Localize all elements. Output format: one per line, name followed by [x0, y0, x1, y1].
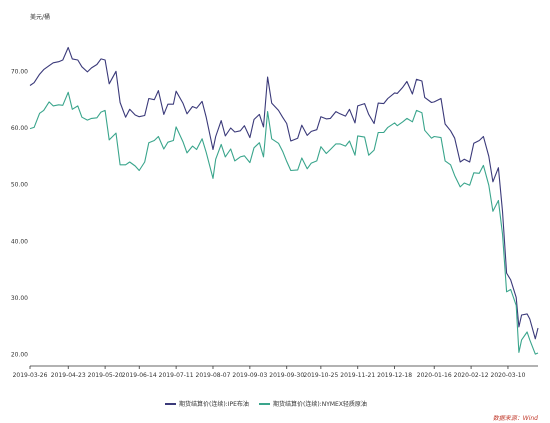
y-tick-label: 70.00: [11, 68, 28, 75]
y-tick-label: 50.00: [11, 182, 28, 189]
legend: 期货结算价(连续):IPE布油 期货结算价(连续):NYMEX轻质原油: [165, 400, 367, 408]
x-tick-label: 2020-01-16: [417, 372, 452, 379]
x-tick-label: 2020-02-12: [454, 372, 489, 379]
x-tick-label: 2019-12-18: [377, 372, 412, 379]
series-line-ipe-brent: [29, 46, 539, 340]
x-tick-label: 2020-03-10: [491, 372, 526, 379]
x-tick-label: 2019-05-20: [88, 372, 123, 379]
y-axis-unit-label: 美元/桶: [30, 13, 50, 21]
y-tick-label: 40.00: [11, 238, 28, 245]
x-tick-label: 2019-08-07: [196, 372, 231, 379]
x-tick-label: 2019-11-21: [340, 372, 375, 379]
x-tick-label: 2019-07-11: [159, 372, 194, 379]
y-tick-label: 20.00: [11, 352, 28, 359]
x-axis-ticks: 2019-03-26 2019-04-23 2019-05-20 2019-06-14…: [13, 366, 526, 379]
y-axis-ticks: 20.00 30.00 40.00 50.00 60.00 70.00: [11, 68, 28, 358]
x-tick-label: 2019-09-30: [269, 372, 304, 379]
x-tick-label: 2019-04-23: [51, 372, 86, 379]
data-source-label: 数据来源：Wind: [493, 414, 538, 422]
series-lines: [29, 46, 539, 355]
series-line-nymex-wti: [29, 91, 539, 355]
x-tick-label: 2019-10-25: [303, 372, 338, 379]
x-tick-label: 2019-09-03: [232, 372, 267, 379]
y-tick-label: 60.00: [11, 125, 28, 132]
x-tick-label: 2019-03-26: [13, 372, 48, 379]
x-tick-label: 2019-06-14: [122, 372, 157, 379]
legend-label-nymex-wti: 期货结算价(连续):NYMEX轻质原油: [273, 400, 367, 408]
y-tick-label: 30.00: [11, 295, 28, 302]
legend-label-ipe-brent: 期货结算价(连续):IPE布油: [179, 400, 249, 408]
